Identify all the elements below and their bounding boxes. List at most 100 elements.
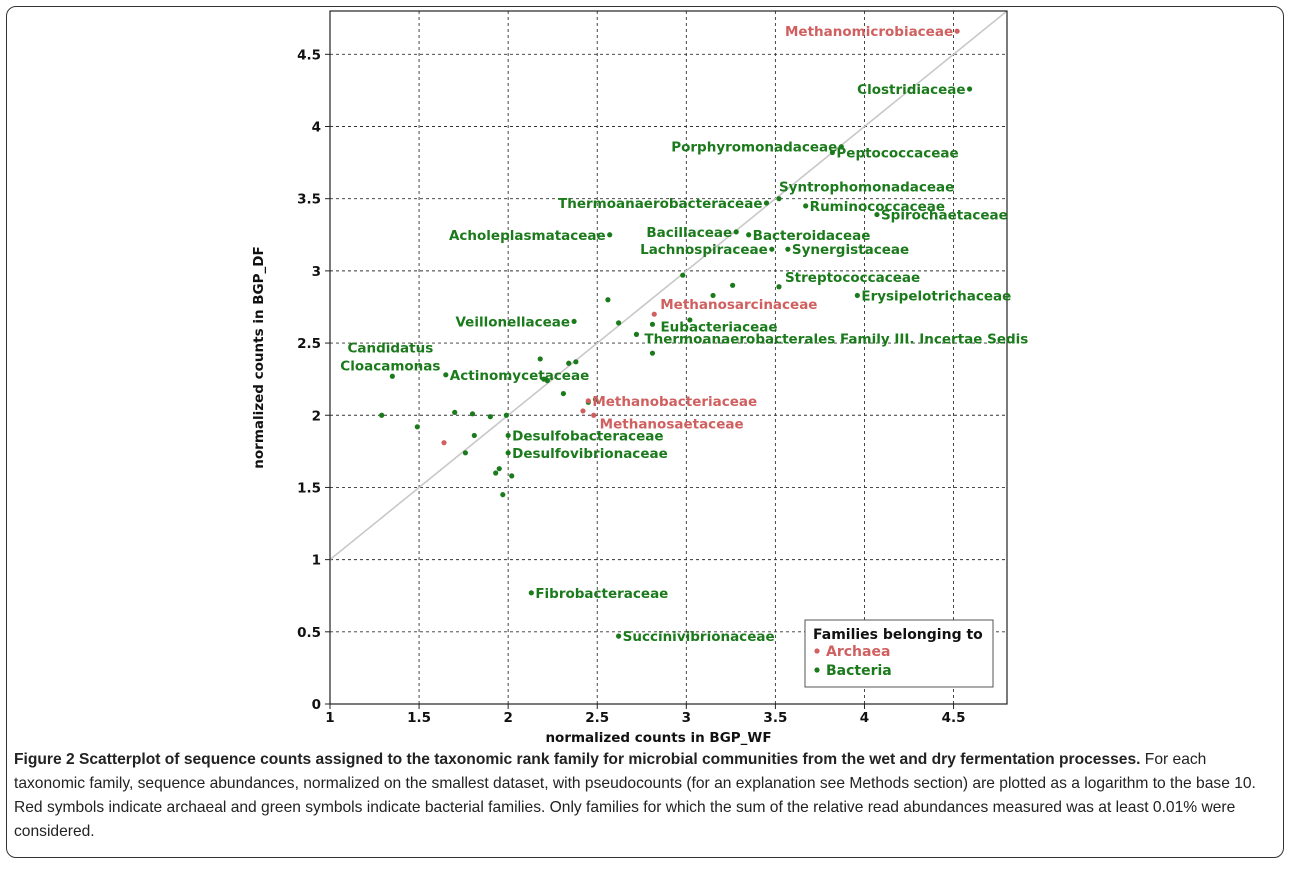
x-tick-label: 2.5 <box>585 710 609 726</box>
y-tick-label: 1 <box>312 553 321 569</box>
x-tick-label: 2 <box>503 710 512 726</box>
data-point <box>503 412 509 418</box>
point-label: Methanosarcinaceae <box>660 297 817 313</box>
data-point <box>874 211 880 218</box>
point-label: Fibrobacteraceae <box>535 586 668 602</box>
point-label: Actinomycetaceae <box>450 368 589 384</box>
point-label: Ruminococcaceae <box>810 199 945 215</box>
data-point <box>389 373 395 379</box>
x-tick-label: 4 <box>860 710 869 726</box>
data-point <box>776 284 782 290</box>
data-point <box>537 356 543 362</box>
y-tick-label: 2.5 <box>297 336 321 352</box>
point-label: Succinivibrionaceae <box>623 629 775 645</box>
data-point <box>785 246 791 252</box>
data-point <box>954 28 960 34</box>
data-point <box>966 86 973 92</box>
data-point <box>496 466 502 472</box>
point-label: Streptococcaceae <box>785 270 920 286</box>
data-point <box>505 450 511 456</box>
point-label: Thermoanaerobacterales Family III. Incer… <box>644 331 1028 347</box>
scatterplot: 1 1.5 2 2.5 3 3.5 4 4.5 0 0.5 1 1.5 2 2.5 3 3.5 4 4.5 nor… <box>251 10 1028 746</box>
data-point <box>462 450 468 456</box>
data-point <box>560 390 566 397</box>
y-tick-label: 3.5 <box>297 192 321 208</box>
data-point <box>730 282 736 288</box>
figure-frame <box>6 6 1284 858</box>
identity-diagonal-line <box>329 10 1008 561</box>
data-point <box>605 297 611 303</box>
data-point <box>803 203 809 209</box>
point-label: Bacteroidaceae <box>753 228 871 244</box>
data-point <box>649 350 656 356</box>
data-point <box>566 360 572 366</box>
data-point <box>471 432 477 439</box>
data-point <box>733 229 739 235</box>
data-point <box>649 321 656 327</box>
x-tick-label: 3 <box>682 710 691 726</box>
point-label: Methanobacteriaceae <box>592 394 757 410</box>
point-label: Clostridiaceae <box>857 82 965 98</box>
data-point <box>573 359 579 365</box>
y-tick-label: 4.5 <box>297 47 321 63</box>
data-point <box>776 196 782 202</box>
point-label: Desulfovibrionaceae <box>512 446 668 462</box>
point-label: Erysipelotrichaceae <box>861 288 1011 304</box>
legend-marker-archaea <box>814 648 820 654</box>
point-label: Methanosaetaceae <box>600 416 744 432</box>
y-tick-label: 4 <box>312 120 321 136</box>
x-tick-label: 1 <box>325 710 334 726</box>
data-point <box>443 372 449 378</box>
y-tick-label: 0.5 <box>297 625 321 641</box>
point-label: Syntrophomonadaceae <box>779 180 954 196</box>
point-label: Acholeplasmataceae <box>449 228 606 244</box>
data-point <box>651 311 657 317</box>
point-label: Bacillaceae <box>646 225 732 241</box>
legend-title: Families belonging to <box>813 627 983 643</box>
point-label: Lachnospiraceae <box>640 242 768 258</box>
axis-ticks: 1 1.5 2 2.5 3 3.5 4 4.5 0 0.5 1 1.5 2 2.5 3 3.5 4 4.5 <box>297 47 965 726</box>
point-label: Methanomicrobiaceae <box>785 24 953 40</box>
data-point <box>441 440 447 446</box>
data-point <box>493 470 499 476</box>
point-label: Eubacteriaceae <box>660 319 777 335</box>
data-point <box>607 232 613 238</box>
data-points: Methanomicrobiaceae Clostridiaceae Porphyr… <box>340 24 1028 645</box>
data-point <box>528 590 534 596</box>
data-point <box>452 409 458 415</box>
data-point <box>505 432 511 439</box>
point-label: Candidatus <box>347 340 433 356</box>
data-point <box>710 292 716 299</box>
legend-marker-bacteria <box>814 667 820 673</box>
point-label: Porphyromonadaceae <box>671 140 837 156</box>
point-label: Peptococcaceae <box>836 145 958 161</box>
data-point <box>509 473 515 479</box>
legend: Families belonging to Archaea Bacteria <box>804 619 994 688</box>
x-tick-label: 3.5 <box>763 710 787 726</box>
y-tick-label: 3 <box>312 264 321 280</box>
data-point <box>591 412 597 418</box>
data-point <box>571 318 577 325</box>
data-point <box>746 232 752 238</box>
point-label: Cloacamonas <box>340 358 440 374</box>
legend-label-archaea: Archaea <box>826 644 890 660</box>
y-tick-label: 0 <box>312 697 321 713</box>
data-point <box>829 149 836 156</box>
figure-caption: Figure 2 Scatterplot of sequence counts … <box>14 748 1276 844</box>
point-label: Desulfobacteraceae <box>512 428 663 444</box>
data-point <box>585 398 591 404</box>
data-point <box>838 144 844 150</box>
caption-title: Figure 2 Scatterplot of sequence counts … <box>14 751 1141 768</box>
data-point <box>616 320 622 326</box>
point-label: Thermoanaerobacteraceae <box>558 196 762 212</box>
plot-area-border <box>329 10 1008 705</box>
data-point <box>592 396 599 402</box>
data-point <box>763 200 770 206</box>
data-point <box>680 272 686 278</box>
data-point <box>769 246 775 252</box>
legend-box <box>804 619 994 688</box>
caption-body: For each taxonomic family, sequence abun… <box>14 751 1256 840</box>
y-axis-title: normalized counts in BGP_DF <box>251 246 267 468</box>
x-axis-title: normalized counts in BGP_WF <box>545 730 771 746</box>
point-label: Veillonellaceae <box>455 314 570 330</box>
